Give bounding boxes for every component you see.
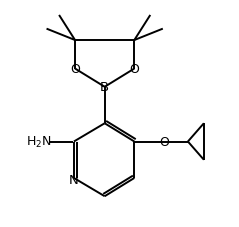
Text: N: N	[69, 173, 79, 186]
Text: O: O	[159, 135, 169, 148]
Text: O: O	[129, 63, 139, 76]
Text: B: B	[100, 81, 109, 94]
Text: H$_2$N: H$_2$N	[26, 134, 51, 149]
Text: O: O	[70, 63, 80, 76]
